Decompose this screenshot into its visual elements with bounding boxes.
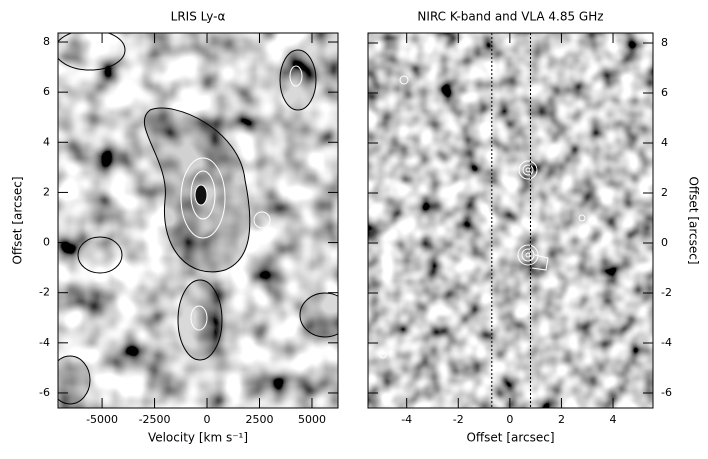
y-tick-label: -2 [661, 286, 672, 299]
x-tick-label: -4 [401, 413, 412, 426]
image-panel [368, 33, 653, 408]
x-axis-label: Velocity [km s⁻¹] [148, 431, 248, 445]
chart-title: LRIS Ly-α [171, 10, 226, 24]
x-tick-label: 2500 [245, 413, 273, 426]
y-tick-label: -4 [39, 336, 50, 349]
y-tick-label: 4 [43, 135, 50, 148]
y-tick-label: 4 [661, 136, 668, 149]
y-tick-label: 0 [661, 236, 668, 249]
y-tick-label: 8 [661, 36, 668, 49]
contours [58, 33, 338, 405]
x-tick-label: -2500 [139, 413, 171, 426]
plot-frame [57, 32, 339, 409]
y-tick-label: 2 [43, 185, 50, 198]
y-tick-label: 6 [43, 85, 50, 98]
y-tick-label: 8 [43, 35, 50, 48]
radio-contours [379, 75, 586, 359]
plot-frame [367, 32, 654, 409]
x-tick-label: 0 [204, 413, 211, 426]
y-tick-label: -2 [39, 286, 50, 299]
x-tick-label: -2 [453, 413, 464, 426]
y-tick-label: -4 [661, 336, 672, 349]
x-tick-label: -5000 [86, 413, 118, 426]
image-panel [58, 33, 338, 408]
x-tick-label: 4 [610, 413, 617, 426]
y-tick-label: 2 [661, 186, 668, 199]
x-tick-label: 0 [506, 413, 513, 426]
y-tick-label: 6 [661, 86, 668, 99]
y-axis-label: Offset [arcsec] [687, 176, 701, 264]
y-tick-label: -6 [661, 386, 672, 399]
x-tick-label: 5000 [298, 413, 326, 426]
chart-title: NIRC K-band and VLA 4.85 GHz [417, 10, 603, 24]
x-axis-label: Offset [arcsec] [466, 431, 554, 445]
x-tick-label: 2 [558, 413, 565, 426]
y-tick-label: 0 [43, 236, 50, 249]
y-tick-label: -6 [39, 386, 50, 399]
y-axis-label: Offset [arcsec] [11, 176, 25, 264]
